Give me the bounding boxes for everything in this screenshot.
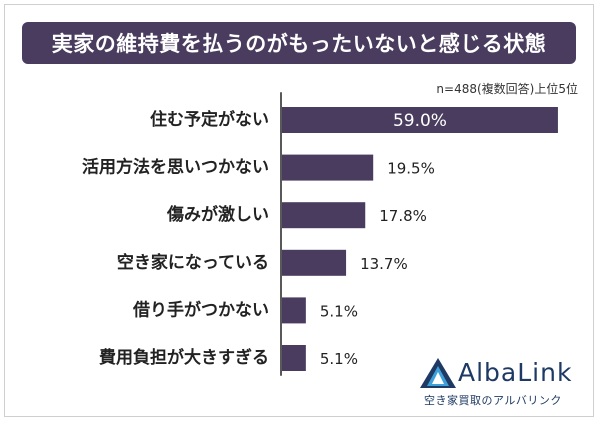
category-label: 空き家になっている — [117, 252, 269, 273]
logo-tagline: 空き家買取のアルバリンク — [424, 394, 562, 407]
value-label: 5.1% — [320, 350, 358, 368]
albalink-triangle-icon — [420, 358, 456, 388]
bar — [282, 345, 306, 371]
chart-title: 実家の維持費を払うのがもったいないと感じる状態 — [22, 22, 576, 64]
bar — [282, 202, 366, 229]
category-label: 借り手がつかない — [132, 299, 269, 320]
albalink-logo: AlbaLink 空き家買取のアルバリンク — [418, 356, 588, 412]
category-label: 活用方法を思いつかない — [82, 157, 269, 178]
bar — [282, 154, 374, 181]
value-label: 59.0% — [393, 111, 447, 131]
value-label: 13.7% — [360, 255, 408, 273]
category-label: 傷みが激しい — [166, 204, 269, 225]
bar — [282, 107, 558, 133]
bar — [282, 249, 347, 276]
category-label: 費用負担が大きすぎる — [99, 347, 269, 368]
sample-note: n=488(複数回答)上位5位 — [436, 82, 578, 96]
value-label: 5.1% — [320, 302, 358, 320]
value-label: 17.8% — [379, 207, 427, 225]
bar — [282, 297, 306, 324]
category-label: 住む予定がない — [150, 109, 269, 130]
logo-wordmark: AlbaLink — [458, 358, 573, 387]
value-label: 19.5% — [387, 160, 435, 178]
